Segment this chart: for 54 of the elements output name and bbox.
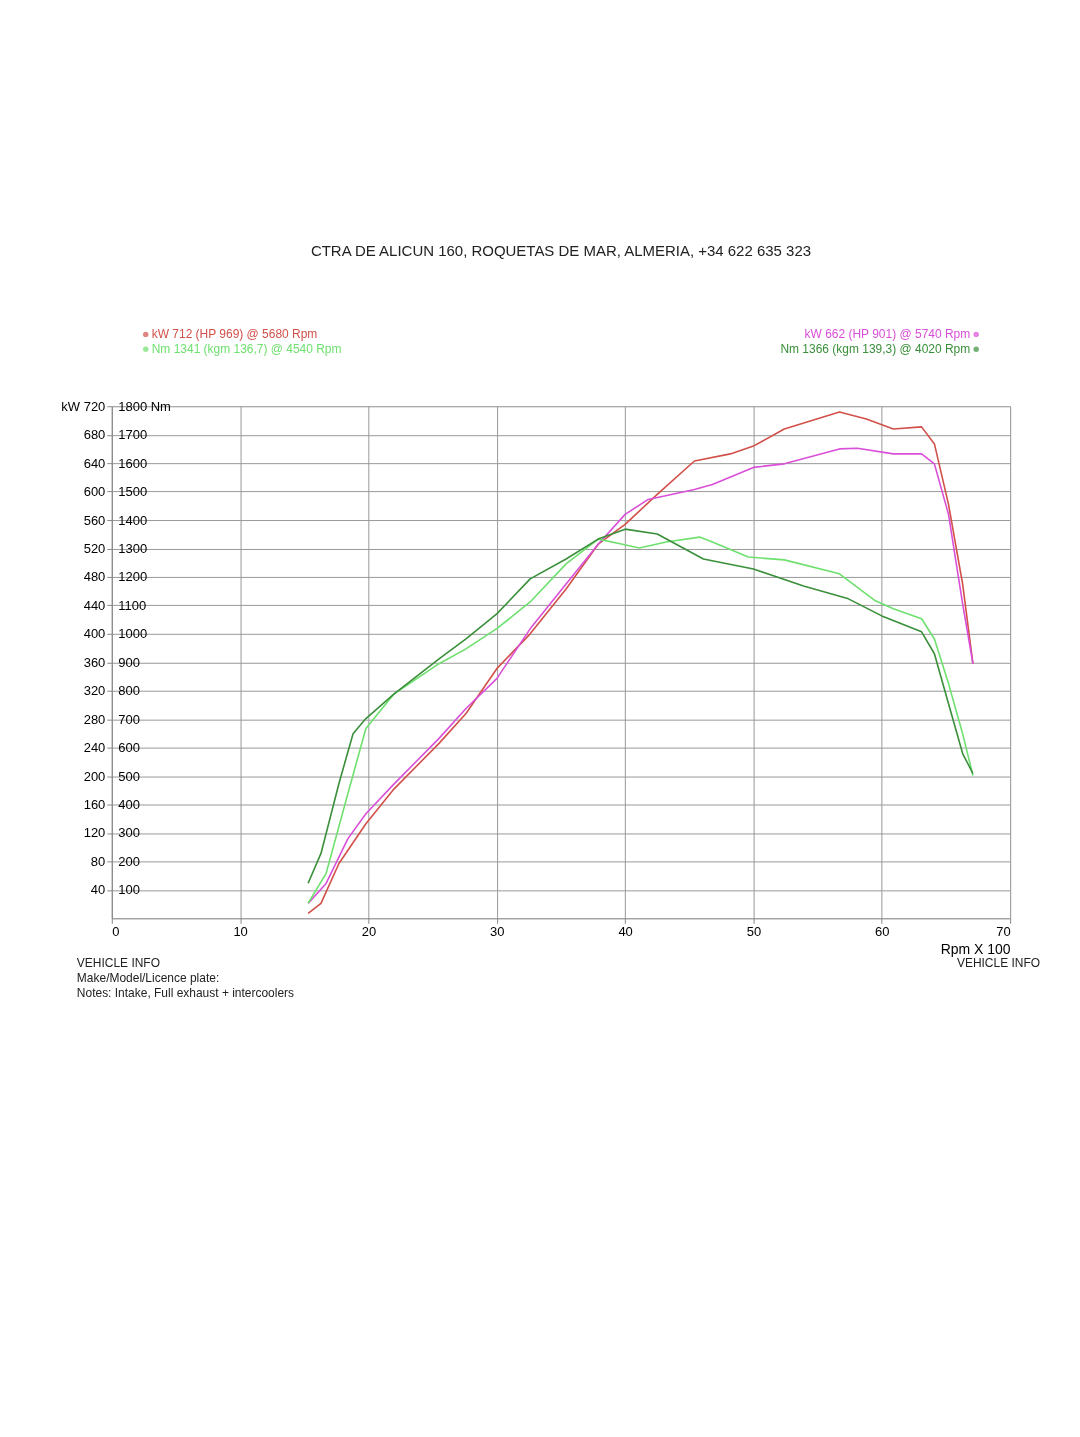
text: VEHICLE INFO xyxy=(956,956,1041,971)
y2-tick-label: 1100 xyxy=(118,597,147,613)
y-tick-label: 480 xyxy=(83,569,106,585)
y2-tick-label: 1600 xyxy=(118,455,148,471)
x-tick-label: 10 xyxy=(233,923,248,939)
y-tick-label: 40 xyxy=(90,882,106,898)
x-tick-label: 70 xyxy=(996,923,1011,939)
y2-tick-label: 1500 xyxy=(118,484,148,500)
text: kW 662 (HP 901) @ 5740 Rpm xyxy=(804,327,971,342)
y2-tick-label: 700 xyxy=(118,711,140,727)
chart-subtitle: CTRA DE ALICUN 160, ROQUETAS DE MAR, ALMERIA, +34 622 635 323 xyxy=(310,241,812,259)
y2-tick-label: 1700 xyxy=(118,427,148,443)
y-tick-label: 80 xyxy=(90,853,106,869)
y2-tick-label: 300 xyxy=(118,825,140,841)
y-tick-label: 440 xyxy=(83,597,106,613)
y2-tick-label: 1800 Nm xyxy=(118,398,171,414)
text: kW 712 (HP 969) @ 5680 Rpm xyxy=(151,327,318,342)
y2-tick-label: 500 xyxy=(118,768,140,784)
y-tick-label: 240 xyxy=(83,740,106,756)
x-axis-title: Rpm X 100 xyxy=(940,940,1011,957)
y2-tick-label: 800 xyxy=(118,683,140,699)
x-tick-label: 40 xyxy=(618,923,633,939)
text: Nm 1366 (kgm 139,3) @ 4020 Rpm xyxy=(780,342,971,357)
text: Make/Model/Licence plate: xyxy=(76,971,220,986)
y-tick-label: 560 xyxy=(83,512,106,528)
y-tick-label: 200 xyxy=(83,768,106,784)
y-tick-label: 680 xyxy=(83,427,106,443)
y2-tick-label: 200 xyxy=(118,853,140,869)
y-tick-label: 360 xyxy=(83,654,106,670)
y2-tick-label: 900 xyxy=(118,654,140,670)
y-tick-label: kW 720 xyxy=(61,398,106,414)
y-tick-label: 600 xyxy=(83,484,106,500)
y-tick-label: 320 xyxy=(83,683,106,699)
y2-tick-label: 1000 xyxy=(118,626,148,642)
y2-tick-label: 600 xyxy=(118,740,140,756)
y2-tick-label: 1300 xyxy=(118,540,148,556)
y-tick-label: 400 xyxy=(83,626,106,642)
x-tick-label: 0 xyxy=(112,923,120,939)
y2-tick-label: 1400 xyxy=(118,512,148,528)
x-tick-label: 60 xyxy=(875,923,890,939)
y-tick-label: 160 xyxy=(83,797,106,812)
y-tick-label: 280 xyxy=(83,711,106,727)
text: VEHICLE INFO xyxy=(76,956,160,971)
y2-tick-label: 1200 xyxy=(118,569,148,585)
x-tick-label: 50 xyxy=(746,923,762,939)
y-tick-label: 640 xyxy=(83,455,106,471)
text: Nm 1341 (kgm 136,7) @ 4540 Rpm xyxy=(151,342,342,357)
x-tick-label: 20 xyxy=(361,923,377,939)
x-tick-label: 30 xyxy=(490,923,505,939)
y2-tick-label: 400 xyxy=(118,797,140,812)
y-tick-label: 120 xyxy=(83,825,106,841)
text: Notes: Intake, Full exhaust + intercoolers xyxy=(76,986,295,1001)
y2-tick-label: 100 xyxy=(118,882,140,898)
y-tick-label: 520 xyxy=(83,540,106,556)
